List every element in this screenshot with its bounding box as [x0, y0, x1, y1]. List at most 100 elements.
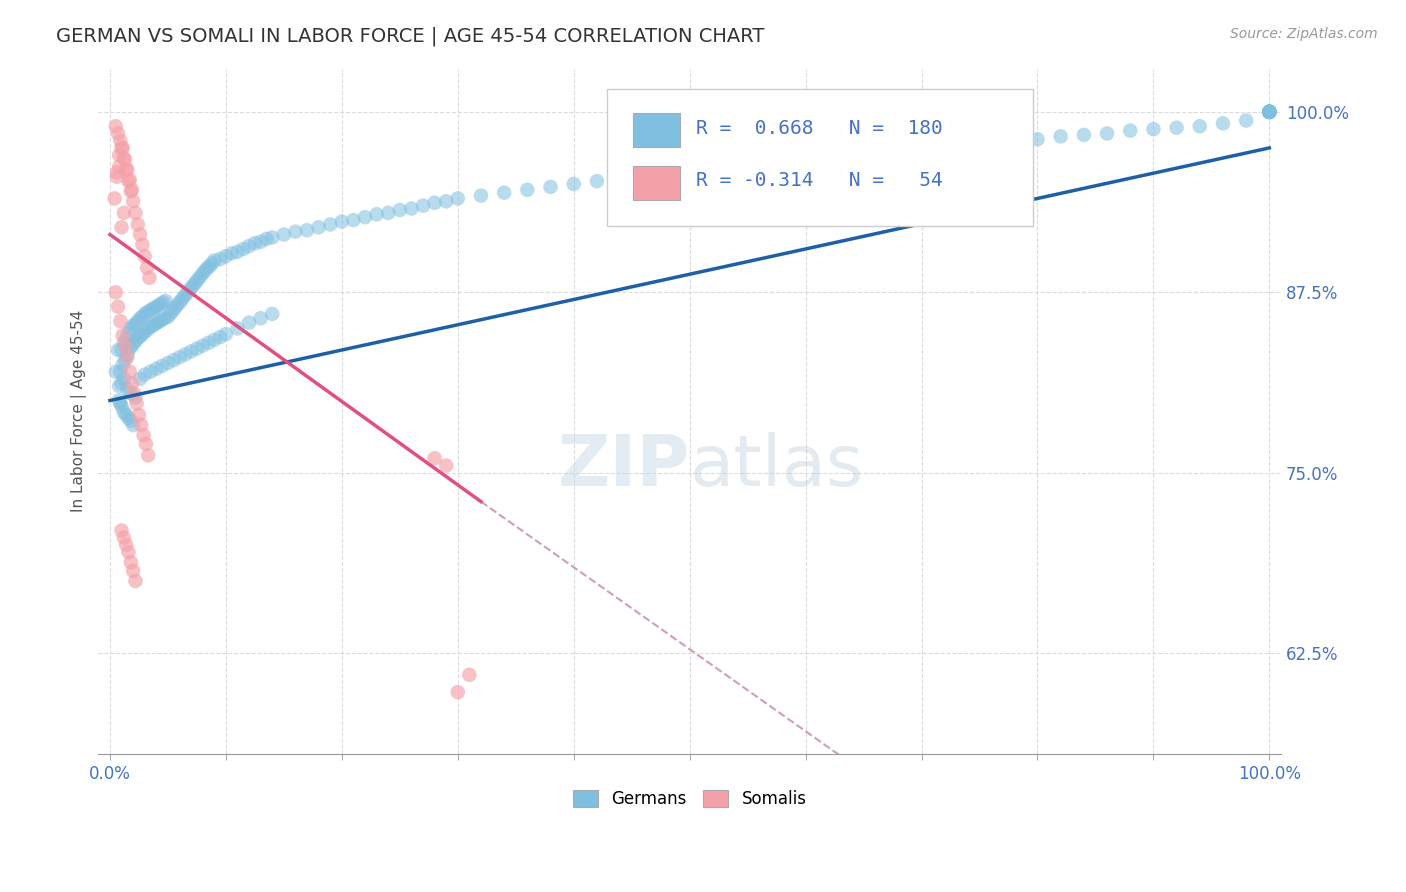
Point — [1166, 120, 1188, 135]
Point — [112, 151, 135, 165]
Point — [1258, 104, 1281, 119]
Point — [388, 202, 411, 217]
Point — [215, 327, 238, 342]
Point — [132, 428, 155, 442]
Point — [173, 290, 195, 304]
Point — [122, 194, 145, 209]
Point — [139, 319, 162, 334]
Point — [249, 311, 271, 326]
Point — [180, 344, 202, 359]
Point — [910, 142, 932, 156]
Point — [122, 564, 145, 578]
Point — [115, 331, 138, 345]
Point — [201, 256, 224, 270]
Point — [110, 376, 132, 391]
FancyBboxPatch shape — [607, 89, 1032, 227]
Point — [114, 153, 136, 167]
Point — [447, 191, 470, 205]
Point — [412, 199, 434, 213]
Point — [163, 353, 186, 368]
Text: R = -0.314   N =   54: R = -0.314 N = 54 — [696, 171, 942, 191]
Y-axis label: In Labor Force | Age 45-54: In Labor Force | Age 45-54 — [72, 310, 87, 513]
Point — [159, 307, 181, 321]
Point — [148, 298, 170, 312]
Point — [887, 145, 910, 160]
Point — [458, 668, 481, 682]
Point — [134, 368, 156, 382]
Point — [129, 418, 152, 433]
Point — [124, 574, 146, 588]
Point — [1119, 123, 1142, 137]
Point — [1258, 104, 1281, 119]
Point — [135, 324, 157, 338]
Point — [177, 284, 200, 298]
Point — [112, 405, 135, 419]
Point — [114, 353, 136, 368]
Point — [136, 321, 159, 335]
Point — [366, 207, 388, 221]
Point — [132, 326, 155, 340]
Point — [108, 379, 131, 393]
Point — [138, 270, 160, 285]
Point — [1258, 104, 1281, 119]
Point — [150, 359, 173, 373]
Point — [118, 365, 141, 379]
Point — [330, 214, 353, 228]
Point — [262, 230, 284, 244]
Point — [184, 275, 207, 289]
Point — [540, 180, 562, 194]
Point — [273, 227, 295, 242]
Point — [1258, 104, 1281, 119]
Point — [434, 194, 457, 209]
Point — [169, 295, 191, 310]
Point — [131, 310, 153, 324]
Point — [128, 408, 150, 422]
Point — [125, 333, 148, 347]
Point — [111, 141, 134, 155]
Point — [183, 278, 205, 293]
Point — [111, 328, 134, 343]
Point — [150, 312, 173, 326]
Point — [1258, 104, 1281, 119]
Point — [117, 174, 139, 188]
Point — [108, 393, 131, 408]
Point — [817, 151, 839, 165]
Point — [107, 127, 129, 141]
Point — [146, 316, 169, 330]
Point — [1073, 128, 1095, 142]
Point — [401, 202, 423, 216]
Point — [152, 295, 174, 310]
Point — [226, 244, 249, 259]
Point — [108, 160, 131, 174]
Point — [191, 339, 214, 353]
Point — [110, 220, 132, 235]
Point — [112, 372, 135, 386]
Point — [195, 260, 218, 275]
Point — [209, 330, 232, 344]
Point — [129, 328, 152, 343]
Point — [107, 343, 129, 357]
Point — [342, 213, 364, 227]
Point — [104, 120, 127, 134]
Text: ZIP: ZIP — [557, 432, 690, 500]
Point — [176, 286, 198, 301]
Point — [129, 311, 152, 326]
Point — [121, 183, 143, 197]
Point — [163, 301, 186, 315]
Point — [423, 195, 446, 210]
Point — [120, 321, 142, 335]
Point — [121, 339, 143, 353]
Point — [145, 361, 167, 376]
Point — [308, 220, 330, 235]
Text: GERMAN VS SOMALI IN LABOR FORCE | AGE 45-54 CORRELATION CHART: GERMAN VS SOMALI IN LABOR FORCE | AGE 45… — [56, 27, 765, 46]
Point — [117, 382, 139, 396]
Point — [129, 227, 152, 242]
Point — [129, 372, 152, 386]
Point — [149, 297, 172, 311]
Point — [114, 339, 136, 353]
Text: R =  0.668   N =  180: R = 0.668 N = 180 — [696, 119, 942, 137]
Point — [105, 165, 128, 179]
Point — [1188, 120, 1211, 134]
Point — [124, 386, 146, 401]
Point — [128, 330, 150, 344]
